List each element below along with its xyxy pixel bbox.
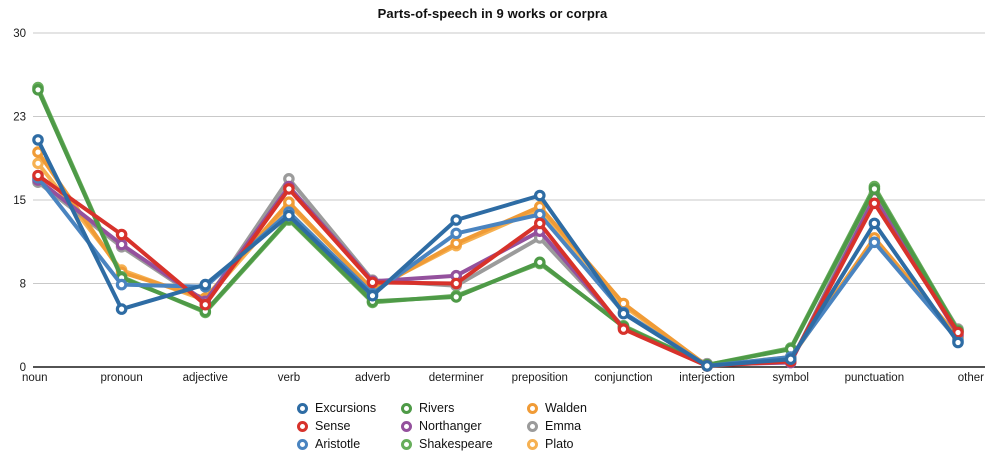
x-tick-label-pronoun: pronoun (101, 372, 143, 384)
data-point-sense-adverb (366, 276, 379, 289)
legend-item-shakespeare: Shakespeare (401, 438, 527, 451)
data-point-excursions-verb (283, 209, 295, 222)
data-point-excursions-preposition (533, 189, 546, 202)
chart-title: Parts-of-speech in 9 works or corpra (377, 6, 608, 21)
data-point-excursions-pronoun (115, 303, 128, 315)
data-point-aristotle-punctuation (868, 236, 881, 249)
data-point-northanger-pronoun (115, 238, 128, 251)
data-point-aristotle-pronoun (115, 278, 128, 291)
legend-label: Excursions (315, 400, 377, 415)
legend-ring-icon (527, 420, 538, 432)
series-line-excursions (36, 137, 960, 368)
y-tick-label: 15 (13, 195, 26, 207)
data-point-excursions-adjective (199, 278, 212, 291)
data-point-sense-conjunction (617, 323, 630, 335)
x-tick-label-punctuation: punctuation (845, 372, 904, 384)
legend-label: Aristotle (315, 436, 361, 451)
legend-item-emma: Emma (527, 420, 623, 433)
data-point-sense-adjective (199, 298, 212, 311)
data-point-rivers-preposition (533, 256, 546, 269)
legend-ring-icon (297, 402, 308, 414)
x-tick-label-conjunction: conjunction (594, 372, 652, 384)
data-point-rivers-determiner (450, 291, 462, 303)
legend-label: Shakespeare (419, 436, 493, 451)
legend-label: Plato (545, 436, 574, 451)
series-line-sense (36, 173, 960, 368)
data-point-excursions-other (952, 336, 964, 349)
legend-item-northanger: Northanger (401, 420, 527, 433)
y-tick-label: 8 (20, 279, 26, 291)
x-tick-label-adverb: adverb (355, 372, 390, 384)
x-tick-label-verb: verb (278, 372, 300, 384)
x-tick-label-noun: noun (22, 372, 48, 384)
x-tick-label-determiner: determiner (429, 372, 484, 384)
data-point-aristotle-preposition (533, 208, 546, 221)
data-point-excursions-conjunction (617, 307, 630, 320)
x-tick-label-preposition: preposition (512, 372, 568, 384)
data-point-aristotle-determiner (450, 227, 462, 240)
data-point-walden-determiner (450, 237, 462, 250)
legend-item-sense: Sense (297, 420, 401, 433)
x-tick-label-symbol: symbol (773, 372, 809, 384)
data-point-excursions-determiner (450, 214, 462, 226)
legend-ring-icon (401, 420, 412, 432)
legend-ring-icon (401, 438, 412, 450)
series-line-walden (36, 150, 960, 368)
data-point-plato-noun (32, 157, 44, 170)
data-point-excursions-noun (32, 134, 44, 146)
legend-label: Emma (545, 418, 582, 433)
legend-ring-icon (297, 420, 308, 432)
data-point-excursions-punctuation (868, 217, 881, 230)
legend-item-walden: Walden (527, 402, 623, 415)
data-point-excursions-interjection (701, 360, 713, 372)
legend-item-plato: Plato (527, 438, 623, 451)
data-point-walden-verb (283, 196, 295, 208)
legend-label: Northanger (419, 418, 482, 433)
chart-legend: Excursions Sense Aristotle Rivers Northanger… (297, 399, 623, 453)
legend-item-rivers: Rivers (401, 402, 527, 415)
x-tick-label-other: other (958, 372, 984, 384)
data-point-sense-other (952, 326, 964, 339)
data-point-sense-preposition (533, 217, 546, 230)
legend-label: Rivers (419, 400, 455, 415)
data-point-sense-verb (283, 183, 295, 195)
legend-ring-icon (297, 438, 308, 450)
x-tick-label-adjective: adjective (183, 372, 228, 384)
series-line-plato (36, 161, 960, 368)
data-point-excursions-symbol (784, 353, 797, 365)
data-point-rivers-noun (32, 84, 44, 96)
legend-ring-icon (527, 402, 538, 414)
legend-label: Sense (315, 418, 351, 433)
series-line-rivers (36, 87, 960, 367)
pos-line-chart: 0 8 15 23 30 noun pronoun adjective verb adverb de… (13, 28, 985, 384)
legend-item-aristotle: Aristotle (297, 438, 401, 451)
y-tick-label: 30 (13, 28, 26, 40)
data-point-sense-punctuation (868, 197, 881, 210)
x-tick-label-interjection: interjection (679, 372, 735, 384)
data-point-sense-noun (32, 169, 44, 182)
data-point-excursions-adverb (366, 289, 379, 302)
data-point-sense-pronoun (115, 228, 128, 241)
y-tick-label: 0 (20, 362, 26, 374)
data-point-sense-determiner (450, 277, 462, 290)
legend-item-excursions: Excursions (297, 402, 401, 415)
legend-label: Walden (545, 400, 587, 415)
legend-ring-icon (401, 402, 412, 414)
data-point-rivers-punctuation (868, 183, 881, 195)
legend-ring-icon (527, 438, 538, 450)
y-tick-label: 23 (13, 112, 26, 124)
